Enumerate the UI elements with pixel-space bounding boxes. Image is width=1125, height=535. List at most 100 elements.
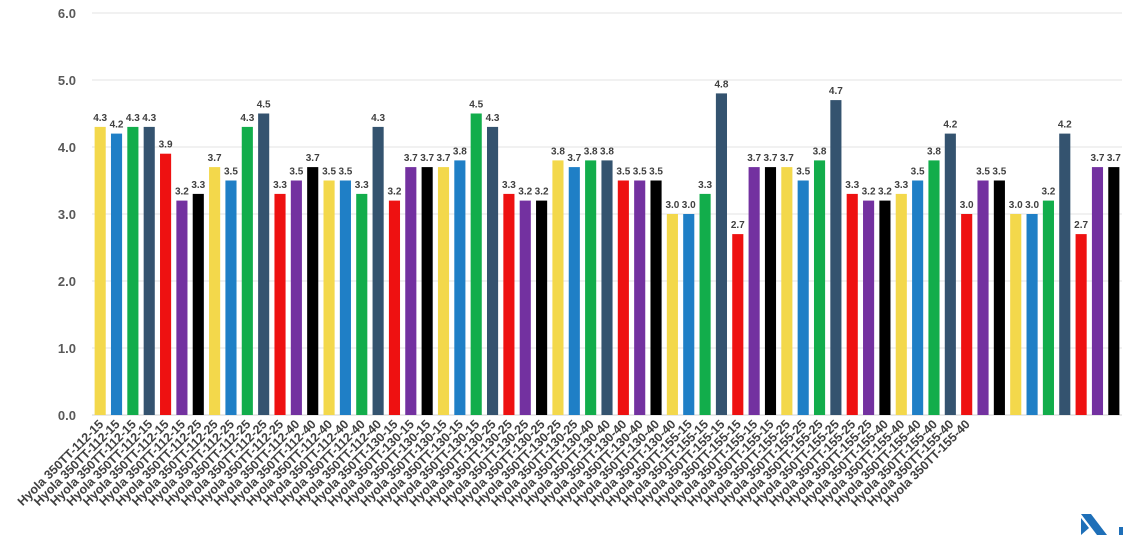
bar — [781, 167, 793, 415]
data-label: 3.0 — [960, 200, 974, 211]
data-label: 3.8 — [551, 146, 565, 157]
bar — [503, 193, 515, 415]
bar — [437, 167, 450, 415]
bar — [209, 167, 221, 415]
bar — [617, 180, 629, 415]
bar — [585, 160, 597, 415]
bar — [813, 160, 826, 415]
data-label: 3.7 — [764, 153, 778, 164]
bar — [536, 200, 548, 415]
data-label: 3.2 — [388, 187, 402, 198]
data-label: 3.3 — [894, 180, 908, 191]
data-label: 3.2 — [1041, 187, 1055, 198]
bar — [601, 160, 613, 415]
data-label: 4.3 — [142, 113, 156, 124]
bar — [1026, 214, 1038, 415]
data-label: 3.3 — [502, 180, 516, 191]
bar — [94, 126, 106, 416]
data-label: 3.7 — [747, 153, 761, 164]
data-label: 3.8 — [600, 146, 614, 157]
data-label: 3.3 — [355, 180, 369, 191]
bar — [127, 126, 139, 416]
data-label: 2.7 — [1074, 220, 1088, 231]
data-label: 3.7 — [567, 153, 581, 164]
data-label: 4.2 — [110, 120, 124, 131]
bar — [1108, 167, 1120, 415]
data-label: 4.8 — [714, 79, 728, 90]
data-label: 3.5 — [224, 167, 238, 178]
bar — [912, 180, 924, 415]
data-label: 3.7 — [1107, 153, 1121, 164]
data-label: 3.7 — [1091, 153, 1105, 164]
y-tick-label: 1.0 — [58, 341, 76, 356]
bar — [732, 234, 744, 415]
data-label: 3.9 — [159, 140, 173, 151]
data-label: 3.0 — [1009, 200, 1023, 211]
data-label: 3.8 — [584, 146, 598, 157]
data-label: 3.2 — [518, 187, 532, 198]
data-label: 3.3 — [698, 180, 712, 191]
data-label: 2.7 — [731, 220, 745, 231]
data-label: 3.7 — [437, 153, 451, 164]
bar — [470, 113, 482, 415]
data-label: 4.3 — [371, 113, 385, 124]
bar — [339, 180, 351, 415]
bar — [928, 160, 940, 415]
bar — [715, 93, 728, 416]
data-label: 3.5 — [976, 167, 990, 178]
bar — [110, 133, 123, 415]
data-label: 3.2 — [862, 187, 876, 198]
y-tick-label: 2.0 — [58, 274, 76, 289]
data-label: 4.7 — [829, 86, 843, 97]
bar — [454, 160, 466, 415]
bar — [993, 180, 1005, 415]
y-axis-tick-labels: 0.0 1.0 2.0 3.0 4.0 5.0 6.0 — [58, 6, 76, 423]
bar — [356, 193, 368, 415]
y-tick-label: 4.0 — [58, 140, 76, 155]
bar — [1091, 167, 1104, 415]
bar — [977, 180, 989, 415]
data-label: 3.2 — [535, 187, 549, 198]
data-label: 4.3 — [126, 113, 140, 124]
data-label: 4.5 — [257, 100, 271, 111]
data-label: 3.2 — [175, 187, 189, 198]
data-label: 3.3 — [273, 180, 287, 191]
bar — [274, 193, 286, 415]
bar — [388, 200, 401, 415]
bar — [258, 113, 270, 415]
bar — [797, 180, 809, 415]
bar — [405, 167, 417, 415]
data-label: 3.7 — [208, 153, 222, 164]
data-label: 3.8 — [927, 146, 941, 157]
data-labels: 4.34.24.3 4.33.93.23.33.73.54.34.53.33.53… — [93, 79, 1121, 231]
data-label: 3.5 — [322, 167, 336, 178]
bar — [895, 193, 907, 415]
data-label: 3.0 — [665, 200, 679, 211]
data-label: 3.3 — [191, 180, 205, 191]
data-label: 3.0 — [1025, 200, 1039, 211]
bar — [176, 200, 188, 415]
data-label: 4.3 — [93, 113, 107, 124]
data-label: 3.5 — [633, 167, 647, 178]
y-tick-label: 0.0 — [58, 408, 76, 423]
bar — [650, 180, 662, 415]
bar — [1042, 200, 1054, 415]
data-label: 3.8 — [813, 146, 827, 157]
data-label: 4.3 — [240, 113, 254, 124]
bar — [699, 193, 711, 415]
bar — [568, 167, 580, 415]
bar — [225, 180, 237, 415]
data-label: 3.5 — [992, 167, 1006, 178]
data-label: 3.7 — [306, 153, 320, 164]
data-label: 3.5 — [289, 167, 303, 178]
data-label: 3.3 — [845, 180, 859, 191]
bar — [519, 200, 531, 415]
y-tick-label: 3.0 — [58, 207, 76, 222]
data-label: 3.5 — [796, 167, 810, 178]
bar — [421, 167, 433, 415]
bar — [143, 126, 155, 416]
data-label: 3.5 — [649, 167, 663, 178]
bar — [666, 214, 678, 415]
